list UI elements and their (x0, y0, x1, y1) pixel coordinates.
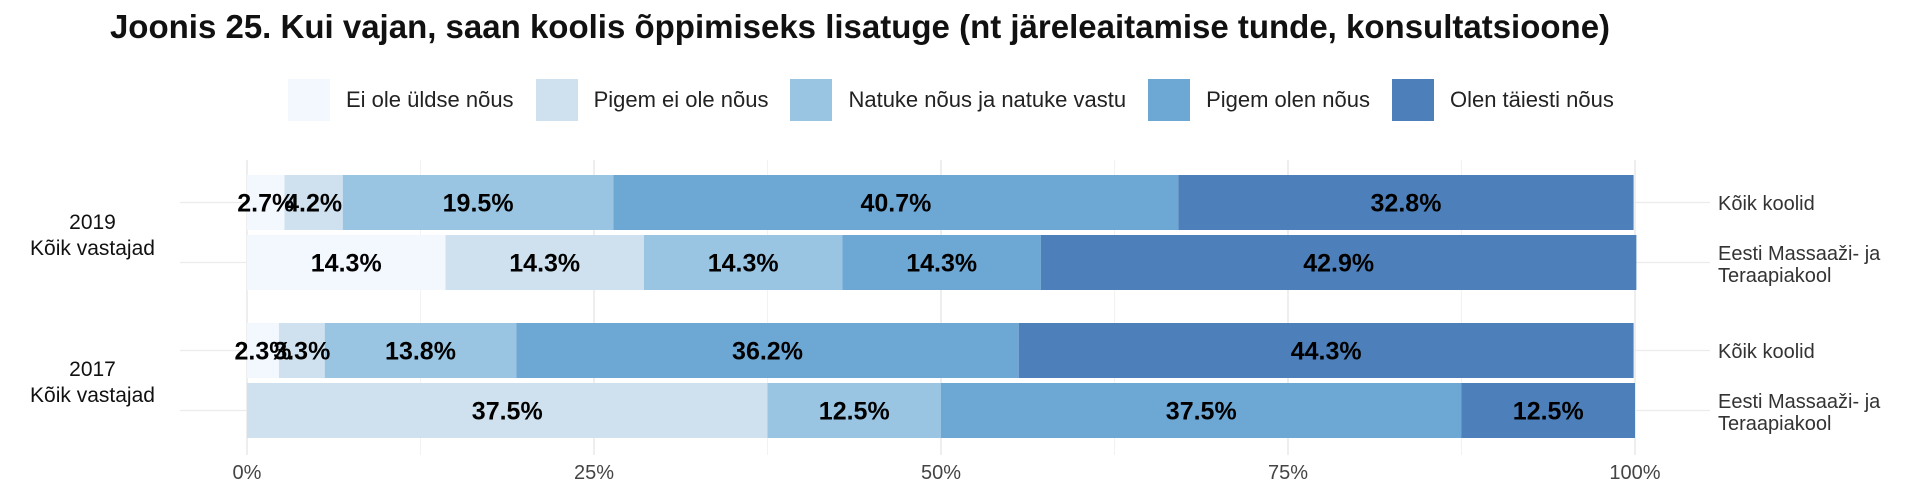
group-label-line: Kõik vastajad (30, 384, 155, 407)
bar-segment (324, 323, 517, 378)
group-label-2019: 2019 Kõik vastajad (0, 210, 185, 262)
row-label: Eesti Massaaži- ja Teraapiakool (1718, 243, 1880, 287)
legend-swatch (1391, 79, 1434, 121)
legend-item: Ei ole üldse nõus (288, 79, 514, 121)
data-label: 14.3% (906, 250, 977, 278)
legend-label: Natuke nõus ja natuke vastu (848, 87, 1127, 112)
group-label-line: 2017 (69, 358, 116, 381)
group-label-line: Kõik vastajad (30, 237, 155, 260)
bar-segment (247, 323, 279, 378)
row-label: Eesti Massaaži- ja Teraapiakool (1718, 391, 1880, 435)
legend-item: Pigem ei ole nõus (535, 79, 769, 121)
bar-segment (613, 175, 1179, 230)
data-label: 32.8% (1371, 190, 1442, 218)
bar-segment (767, 383, 941, 438)
bar-segment (445, 235, 644, 290)
data-label: 2.3% (234, 338, 291, 366)
legend-label: Pigem olen nõus (1206, 87, 1370, 112)
legend-item: Natuke nõus ja natuke vastu (790, 79, 1126, 121)
row-label-line: Eesti Massaaži- ja (1718, 391, 1881, 413)
data-label: 2.7% (237, 190, 294, 218)
bar-segment (941, 383, 1462, 438)
bar-segment (247, 235, 446, 290)
data-label: 36.2% (732, 338, 803, 366)
legend: Ei ole üldse nõus Pigem ei ole nõus Natu… (288, 78, 1636, 122)
data-label: 37.5% (472, 398, 543, 426)
data-label: 42.9% (1303, 250, 1374, 278)
legend-swatch (288, 79, 330, 121)
bar-segment (1018, 323, 1634, 378)
legend-swatch (1148, 79, 1191, 121)
legend-swatch (535, 79, 578, 121)
legend-label: Ei ole üldse nõus (346, 87, 514, 112)
bar-segment (247, 175, 285, 230)
legend-item: Olen täiesti nõus (1391, 79, 1614, 121)
legend-label: Pigem ei ole nõus (593, 87, 769, 112)
x-tick-label: 50% (920, 462, 962, 484)
data-label: 44.3% (1291, 338, 1362, 366)
legend-swatch (790, 79, 833, 121)
data-label: 12.5% (819, 398, 890, 426)
row-label-line: Teraapiakool (1718, 265, 1832, 287)
bar-segment (643, 235, 843, 290)
data-label: 14.3% (311, 250, 382, 278)
chart-title: Joonis 25. Kui vajan, saan koolis õppimi… (109, 8, 1611, 45)
data-label: 19.5% (443, 190, 514, 218)
group-label-line: 2019 (69, 211, 116, 234)
data-label: 3.3% (273, 338, 330, 366)
bar-segment (284, 175, 343, 230)
data-label: 40.7% (860, 190, 931, 218)
row-label-line: Kõik koolid (1718, 341, 1815, 363)
data-label: 4.2% (285, 190, 342, 218)
data-label: 12.5% (1513, 398, 1584, 426)
bar-segment (1461, 383, 1635, 438)
row-label-line: Teraapiakool (1718, 413, 1832, 435)
bar-segment (1178, 175, 1634, 230)
group-label-2017: 2017 Kõik vastajad (0, 357, 185, 409)
legend-label: Olen täiesti nõus (1449, 87, 1614, 112)
bar-segment (516, 323, 1019, 378)
data-label: 14.3% (509, 250, 580, 278)
legend-item: Pigem olen nõus (1148, 79, 1370, 121)
x-tick-label: 75% (1267, 462, 1309, 484)
x-tick-label: 25% (573, 462, 615, 484)
data-label: 37.5% (1166, 398, 1237, 426)
bar-segment (247, 383, 768, 438)
x-tick-label: 0% (232, 462, 262, 484)
bar-segment (842, 235, 1041, 290)
bar-segment (278, 323, 325, 378)
data-label: 14.3% (708, 250, 779, 278)
row-label: Kõik koolid (1718, 193, 1815, 215)
row-label-line: Eesti Massaaži- ja (1718, 243, 1881, 265)
bar-segment (342, 175, 614, 230)
bar-segment (1040, 235, 1637, 290)
data-label: 13.8% (385, 338, 456, 366)
x-tick-label: 100% (1609, 462, 1661, 484)
row-label-line: Kõik koolid (1718, 193, 1815, 215)
row-label: Kõik koolid (1718, 341, 1815, 363)
